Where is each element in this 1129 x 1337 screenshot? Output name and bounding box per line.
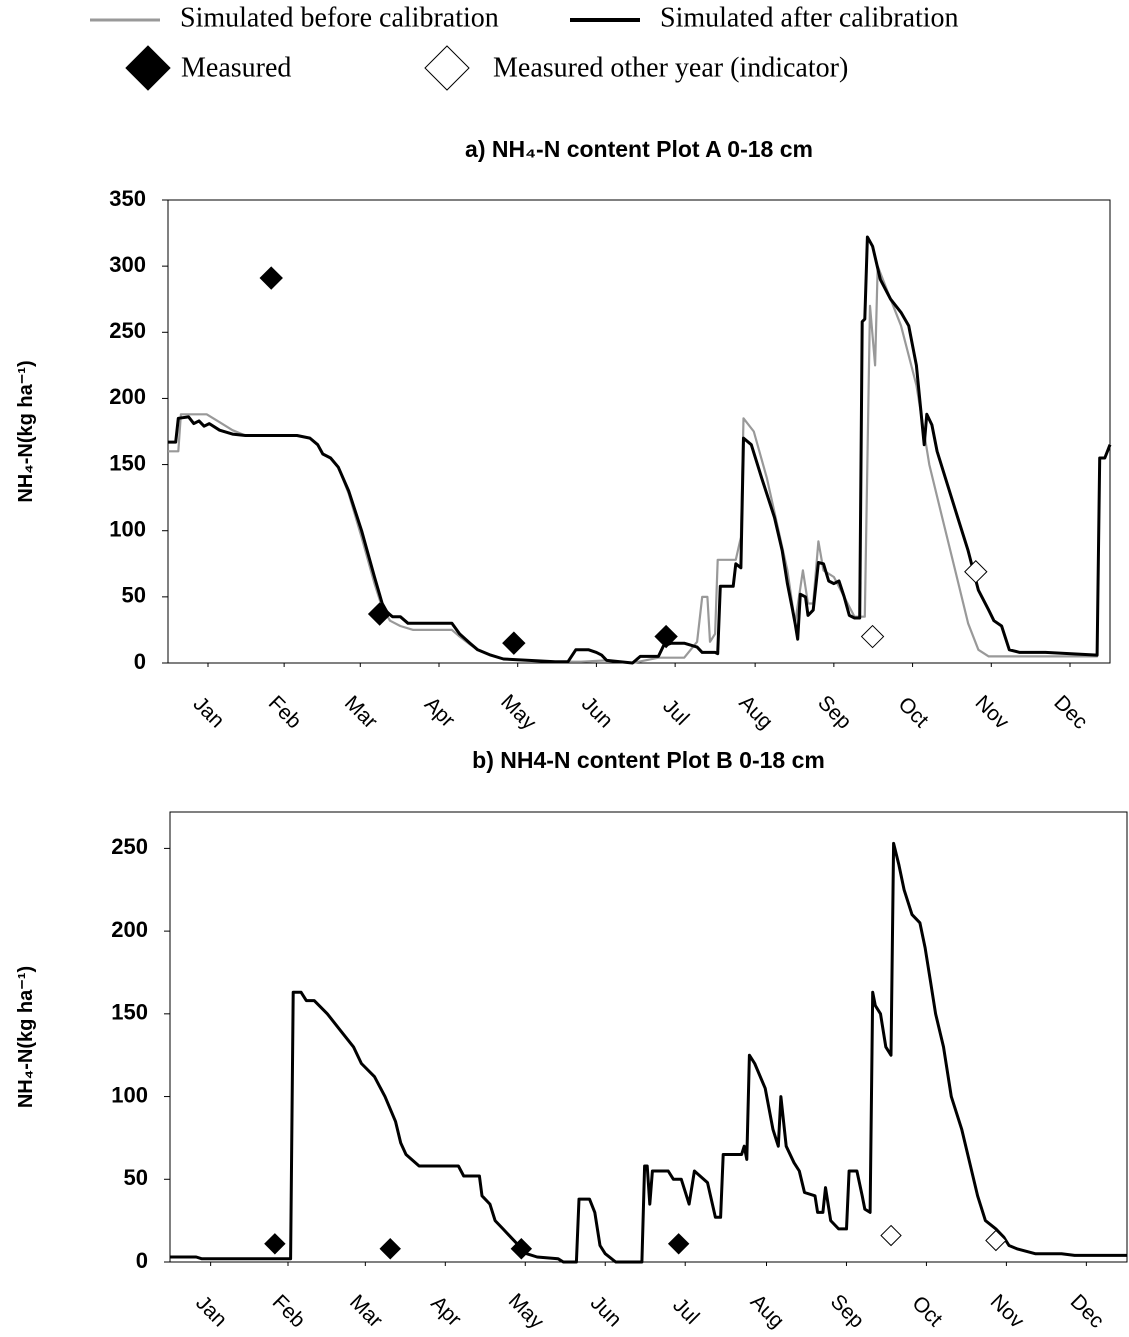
data-point — [860, 624, 885, 649]
data-point — [367, 602, 392, 626]
data-point — [667, 1233, 690, 1255]
x-tick-label: Apr — [426, 1292, 465, 1331]
x-tick-label: Jul — [668, 1294, 703, 1329]
x-tick-label: May — [504, 1289, 549, 1334]
x-tick-label: Oct — [907, 1292, 946, 1331]
legend-label: Measured other year (indicator) — [493, 52, 848, 83]
marker-group — [259, 266, 678, 655]
legend-swatch — [125, 45, 171, 91]
y-tick-label: 350 — [109, 186, 146, 211]
marker-group — [264, 1233, 690, 1260]
data-point — [964, 560, 988, 584]
y-tick-label: 50 — [124, 1165, 148, 1190]
y-tick-label: 100 — [111, 1082, 148, 1107]
x-tick-label: Mar — [345, 1290, 387, 1332]
y-tick-label: 150 — [111, 1000, 148, 1025]
x-tick-label: Nov — [971, 691, 1014, 734]
y-tick-label: 200 — [109, 384, 146, 409]
y-tick-label: 200 — [111, 917, 148, 942]
x-tick-label: Aug — [734, 691, 777, 734]
x-tick-label: Nov — [986, 1290, 1029, 1333]
x-tick-label: Feb — [268, 1290, 310, 1332]
x-tick-label: Jan — [189, 692, 229, 732]
series-line — [170, 841, 1127, 1264]
y-axis-label: NH₄-N(kg ha⁻¹) — [15, 966, 37, 1108]
y-tick-label: 150 — [109, 450, 146, 475]
x-tick-label: Mar — [340, 691, 382, 733]
x-tick-label: Sep — [813, 691, 856, 734]
data-point — [502, 631, 526, 655]
y-tick-label: 100 — [109, 517, 146, 542]
x-tick-label: Oct — [894, 693, 933, 732]
x-tick-label: Aug — [746, 1290, 789, 1333]
data-point — [259, 266, 283, 290]
data-point — [880, 1224, 902, 1247]
x-tick-label: Jan — [191, 1291, 231, 1331]
x-tick-label: May — [496, 690, 541, 735]
legend-swatch — [424, 45, 470, 91]
y-tick-label: 250 — [111, 834, 148, 859]
x-tick-label: Jun — [577, 692, 617, 732]
data-point — [379, 1238, 401, 1260]
y-tick-label: 0 — [134, 649, 146, 674]
data-point — [264, 1233, 286, 1255]
data-point — [985, 1229, 1007, 1252]
data-point — [510, 1238, 533, 1260]
series-line — [168, 265, 1112, 665]
legend-label: Measured — [181, 52, 291, 83]
x-tick-label: Dec — [1066, 1290, 1109, 1333]
x-tick-label: Feb — [264, 691, 306, 733]
marker-group — [880, 1224, 1007, 1252]
data-point — [654, 624, 678, 649]
marker-group — [860, 560, 988, 649]
chart-title: b) NH4-N content Plot B 0-18 cm — [472, 747, 825, 773]
x-tick-label: Dec — [1049, 691, 1092, 734]
chart-title: a) NH₄-N content Plot A 0-18 cm — [465, 136, 813, 162]
x-tick-label: Apr — [420, 693, 459, 732]
x-tick-label: Sep — [826, 1290, 869, 1333]
y-tick-label: 250 — [109, 318, 146, 343]
y-tick-label: 0 — [136, 1248, 148, 1273]
legend-label: Simulated before calibration — [180, 2, 499, 33]
plot-frame — [169, 811, 1128, 1263]
y-tick-label: 300 — [109, 252, 146, 277]
y-axis-label: NH₄-N(kg ha⁻¹) — [15, 360, 37, 502]
series-line — [168, 235, 1112, 665]
legend-label: Simulated after calibration — [660, 2, 959, 33]
x-tick-label: Jun — [586, 1291, 626, 1331]
y-tick-label: 50 — [122, 583, 146, 608]
plot-frame — [167, 199, 1111, 664]
x-tick-label: Jul — [658, 695, 693, 730]
